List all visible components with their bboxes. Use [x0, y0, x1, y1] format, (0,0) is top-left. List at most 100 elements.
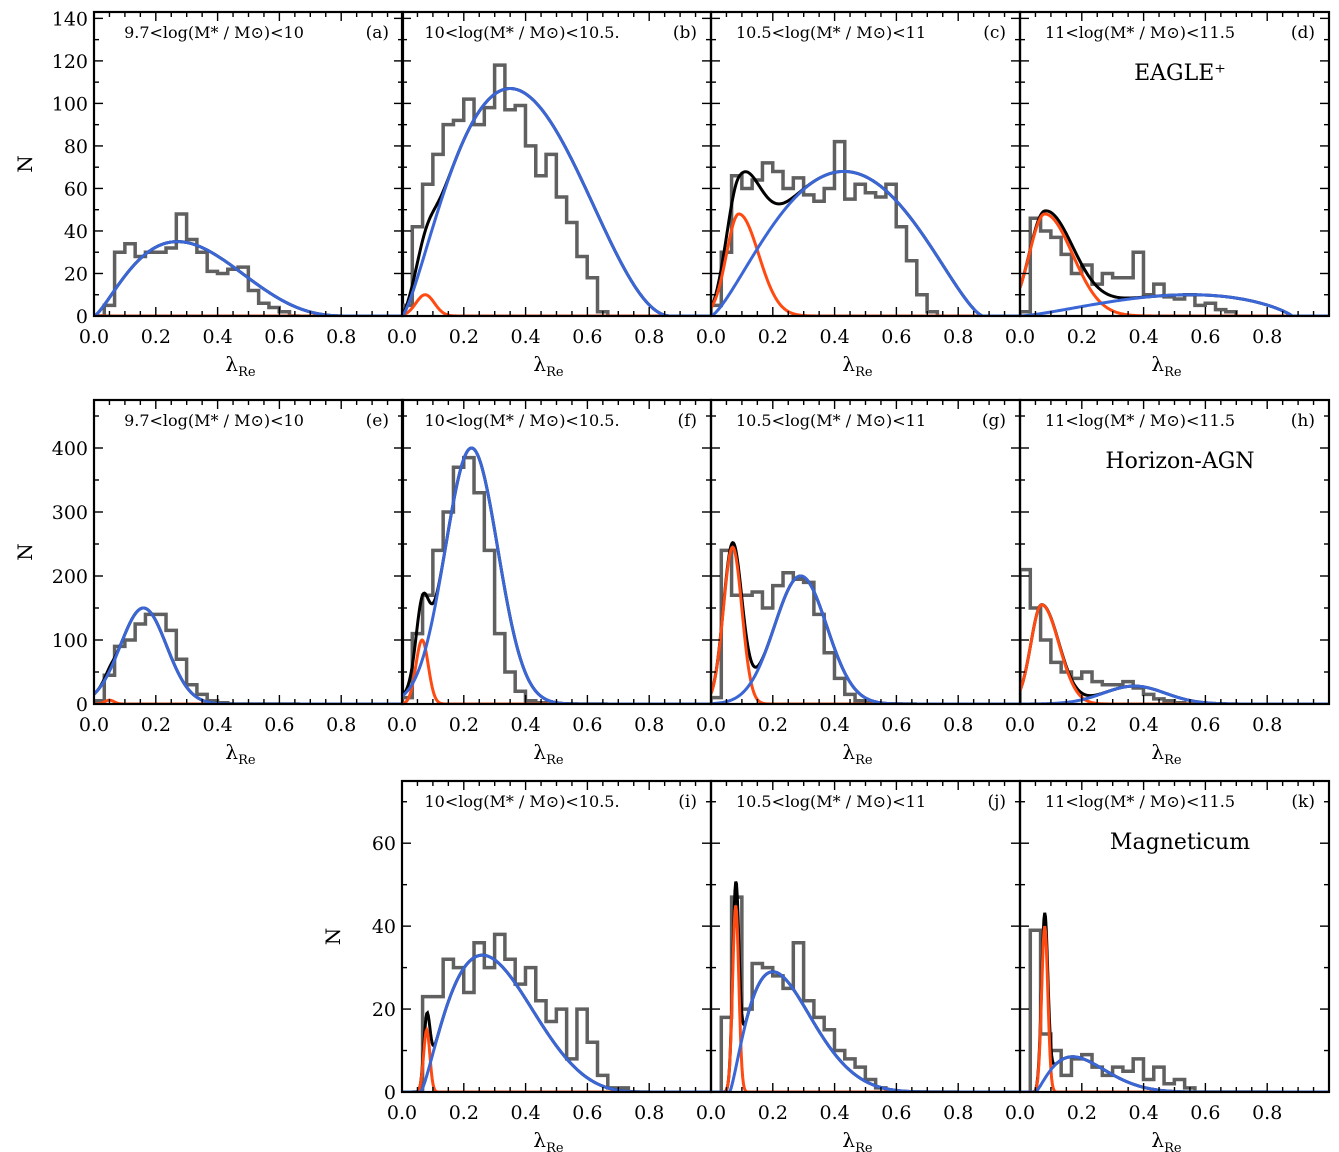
x-tick-label: 0.0 [1005, 714, 1035, 736]
x-tick-label: 0.2 [758, 1102, 788, 1124]
x-tick-label: 0.6 [572, 326, 602, 348]
x-axis-title: λRe [225, 740, 255, 768]
histogram-g [711, 548, 917, 704]
x-tick-label: 0.8 [326, 326, 356, 348]
x-axis-title: λRe [842, 352, 872, 380]
frame-k [1018, 779, 1331, 1094]
mass-bin-label: 10<log(M* / M⊙)<10.5. [424, 23, 619, 42]
y-tick-label: 140 [52, 8, 88, 30]
slow-rotator-curve-c [711, 212, 1020, 316]
x-tick-label: 0.4 [202, 714, 232, 736]
frame-g [709, 398, 1022, 706]
x-tick-label: 0.6 [1190, 1102, 1220, 1124]
x-tick-label: 0.6 [572, 714, 602, 736]
x-tick-label: 0.4 [202, 326, 232, 348]
x-tick-label: 0.4 [510, 1102, 540, 1124]
y-tick-label: 120 [52, 51, 88, 73]
panel-g: 0.0 0.2 0.4 0.6 0.8 λRe 10.5<log(M* / M⊙)<11 (g… [696, 398, 1022, 768]
slow-rotator-curve-k [1020, 925, 1329, 1092]
plot-area [94, 606, 403, 704]
histogram-i [412, 932, 649, 1092]
simulation-name: EAGLE⁺ [1134, 61, 1226, 86]
x-tick-label: 0.6 [1190, 326, 1220, 348]
y-tick-label: 100 [52, 93, 88, 115]
x-axis-title: λRe [533, 352, 563, 380]
x-tick-label: 0.4 [510, 326, 540, 348]
panel-tag: (b) [673, 23, 697, 43]
simulation-name: Horizon-AGN [1105, 449, 1254, 474]
plot-area [402, 446, 711, 704]
x-tick-label: 0.0 [387, 1102, 417, 1124]
x-tick-label: 0.2 [449, 714, 479, 736]
x-axis-title: λRe [1151, 740, 1181, 768]
fast-rotator-curve-h [1020, 684, 1329, 704]
panel-a: 0.0 0.2 0.4 0.6 0.8 0 20 40 60 80 100 120 140 λRe N 9.7… [13, 8, 405, 380]
y-tick-label: 80 [64, 136, 88, 158]
x-tick-label: 0.6 [264, 326, 294, 348]
plot-area [1020, 912, 1329, 1092]
plot-area [711, 139, 1020, 316]
panel-tag: (i) [678, 792, 697, 812]
x-tick-label: 0.2 [449, 326, 479, 348]
x-axis-title: λRe [225, 352, 255, 380]
simulation-name: Magneticum [1110, 830, 1250, 855]
x-tick-label: 0.8 [1252, 1102, 1282, 1124]
panel-d: 0.0 0.2 0.4 0.6 0.8 λRe 11<log(M* / M⊙)<11.5 (d… [1005, 10, 1331, 380]
x-tick-label: 0.6 [572, 1102, 602, 1124]
x-tick-label: 0.8 [634, 326, 664, 348]
x-tick-label: 0.0 [387, 326, 417, 348]
x-tick-label: 0.8 [634, 1102, 664, 1124]
mass-bin-label: 10<log(M* / M⊙)<10.5. [424, 792, 619, 811]
frame-f [400, 398, 713, 706]
plot-area [711, 541, 1020, 704]
y-axis-title: N [13, 543, 37, 561]
frame-j [709, 779, 1022, 1094]
panel-tag: (h) [1291, 411, 1315, 431]
histogram-d [1020, 216, 1238, 316]
y-tick-label: 100 [52, 630, 88, 652]
x-tick-label: 0.6 [881, 326, 911, 348]
plot-area [1020, 567, 1329, 704]
mass-bin-label: 10.5<log(M* / M⊙)<11 [736, 411, 926, 430]
y-axis-title: N [13, 155, 37, 173]
plot-area [402, 63, 711, 316]
y-tick-label: 60 [372, 833, 396, 855]
histogram-a [94, 212, 300, 316]
plot-area [94, 212, 403, 316]
y-tick-label: 0 [76, 306, 88, 328]
y-tick-label: 40 [372, 916, 396, 938]
x-tick-label: 0.8 [1252, 326, 1282, 348]
y-tick-label: 60 [64, 178, 88, 200]
mass-bin-label: 11<log(M* / M⊙)<11.5 [1045, 792, 1235, 811]
y-tick-label: 300 [52, 502, 88, 524]
x-tick-label: 0.4 [1128, 1102, 1158, 1124]
x-tick-label: 0.6 [881, 1102, 911, 1124]
slow-rotator-curve-j [711, 905, 1020, 1092]
fast-rotator-curve-i [402, 953, 711, 1092]
frame-d [1018, 10, 1331, 318]
plot-area [402, 932, 711, 1092]
fast-rotator-curve-d [1020, 293, 1329, 316]
x-tick-label: 0.4 [1128, 714, 1158, 736]
histogram-c [711, 139, 940, 316]
slow-rotator-curve-g [711, 545, 1020, 704]
panel-b: 0.0 0.2 0.4 0.6 0.8 λRe 10<log(M* / M⊙)<10.5. (… [387, 10, 713, 380]
x-axis-title: λRe [842, 1128, 872, 1152]
x-tick-label: 0.0 [696, 714, 726, 736]
slow-rotator-curve-f [402, 638, 711, 704]
panel-k: 0.0 0.2 0.4 0.6 0.8 λRe 11<log(M* / M⊙)<11.5 (k… [1005, 779, 1331, 1152]
fast-rotator-curve-g [711, 574, 1020, 704]
x-tick-label: 0.2 [758, 326, 788, 348]
mass-bin-label: 10<log(M* / M⊙)<10.5. [424, 411, 619, 430]
panel-tag: (f) [677, 411, 697, 431]
panel-c: 0.0 0.2 0.4 0.6 0.8 λRe 10.5<log(M* / M⊙)<11 (c… [696, 10, 1022, 380]
panel-i: 0.0 0.2 0.4 0.6 0.8 0 20 40 60 λRe N 10<log(M* / M⊙… [321, 779, 713, 1152]
x-tick-label: 0.2 [141, 714, 171, 736]
x-tick-label: 0.0 [1005, 1102, 1035, 1124]
plot-area [1020, 209, 1329, 316]
x-axis-title: λRe [1151, 1128, 1181, 1152]
x-tick-label: 0.0 [696, 326, 726, 348]
panel-tag: (g) [982, 411, 1006, 431]
x-tick-label: 0.8 [943, 1102, 973, 1124]
